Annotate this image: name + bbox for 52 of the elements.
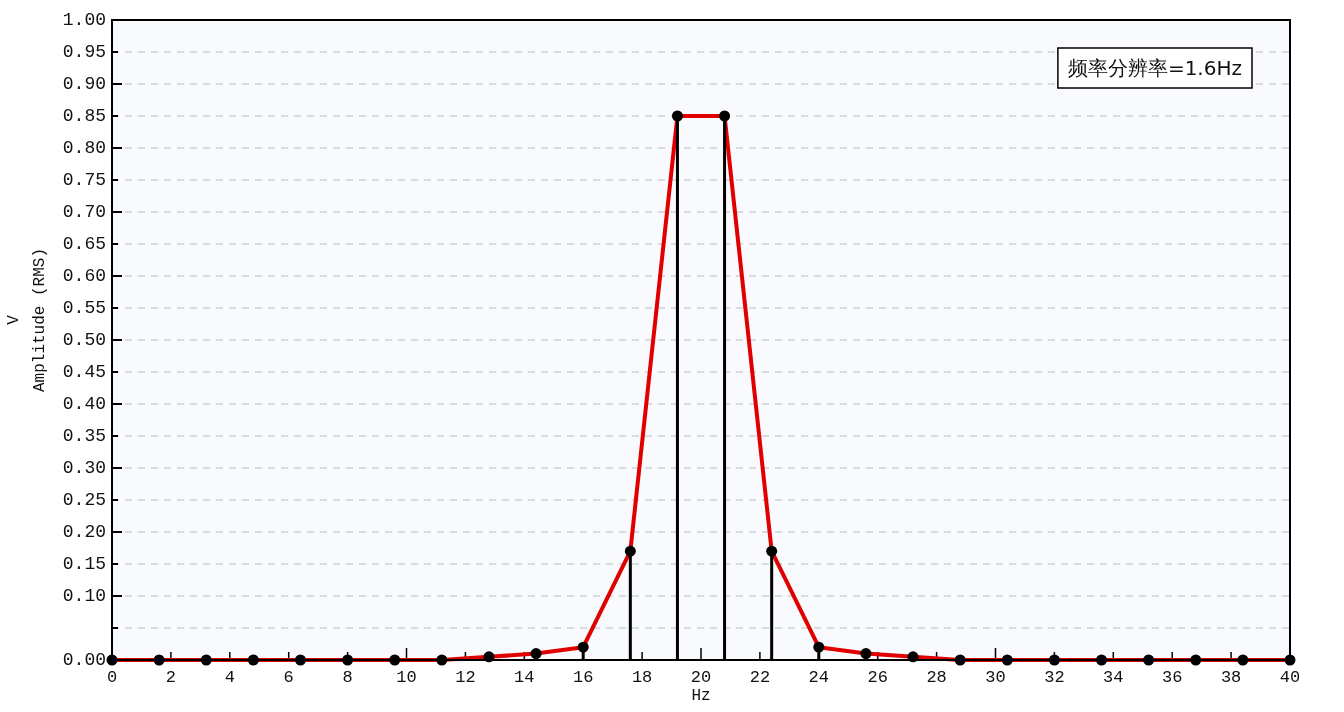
x-tick-label: 34 — [1103, 667, 1124, 687]
y-tick-label: 0.15 — [62, 554, 106, 574]
x-tick-label: 14 — [514, 667, 535, 687]
y-tick-label: 0.65 — [62, 234, 106, 254]
x-tick-label: 0 — [106, 667, 118, 687]
y-tick-label: 1.00 — [62, 10, 106, 30]
x-tick-label: 2 — [165, 667, 176, 687]
y-tick-label: 0.20 — [62, 522, 106, 542]
point — [860, 648, 872, 660]
x-tick-label: 30 — [985, 667, 1006, 687]
y-tick-label: 0.95 — [62, 42, 106, 62]
x-tick-label: 24 — [808, 667, 829, 687]
x-tick-label: 32 — [1044, 667, 1065, 687]
x-tick-label: 38 — [1220, 667, 1242, 687]
y-axis-title: V Amplitude (RMS) — [5, 247, 49, 393]
y-tick-label: 0.85 — [62, 106, 106, 126]
x-axis-title: Hz — [691, 687, 711, 705]
point — [624, 545, 636, 557]
y-tick-label: 0.50 — [62, 330, 106, 350]
y-tick-label: 0.75 — [62, 170, 106, 190]
point — [671, 110, 683, 122]
x-tick-label: 36 — [1162, 667, 1183, 687]
y-tick-label: 0.90 — [62, 74, 106, 94]
x-tick-label: 20 — [690, 667, 712, 687]
x-tick-label: 22 — [749, 667, 771, 687]
x-tick-label: 8 — [342, 667, 353, 687]
x-tick-label: 10 — [396, 667, 417, 687]
point — [813, 641, 825, 653]
x-tick-label: 6 — [283, 667, 294, 687]
point — [719, 110, 731, 122]
y-tick-label: 0.35 — [62, 426, 106, 446]
point — [766, 545, 778, 557]
x-tick-label: 26 — [867, 667, 888, 687]
point — [577, 641, 589, 653]
y-tick-label: 0.10 — [62, 586, 106, 606]
annotation: 频率分辨率=1.6Hz — [1067, 56, 1242, 80]
y-tick-label: 0.40 — [62, 394, 106, 414]
y-tick-label: 0.25 — [62, 490, 106, 510]
y-tick-label: 0.30 — [62, 458, 106, 478]
y-tick-label: 0.70 — [62, 202, 106, 222]
x-tick-label: 28 — [926, 667, 947, 687]
y-tick-label: 0.80 — [62, 138, 106, 158]
y-tick-label: 0.00 — [62, 650, 106, 670]
y-tick-label: 0.45 — [62, 362, 106, 382]
x-tick-label: 12 — [455, 667, 476, 687]
x-tick-label: 40 — [1279, 667, 1301, 687]
y-tick-label: 0.55 — [62, 298, 106, 318]
x-tick-label: 18 — [631, 667, 653, 687]
point — [530, 648, 542, 660]
x-tick-label: 4 — [224, 667, 235, 687]
y-tick-label: 0.60 — [62, 266, 106, 286]
x-tick-label: 16 — [573, 667, 594, 687]
